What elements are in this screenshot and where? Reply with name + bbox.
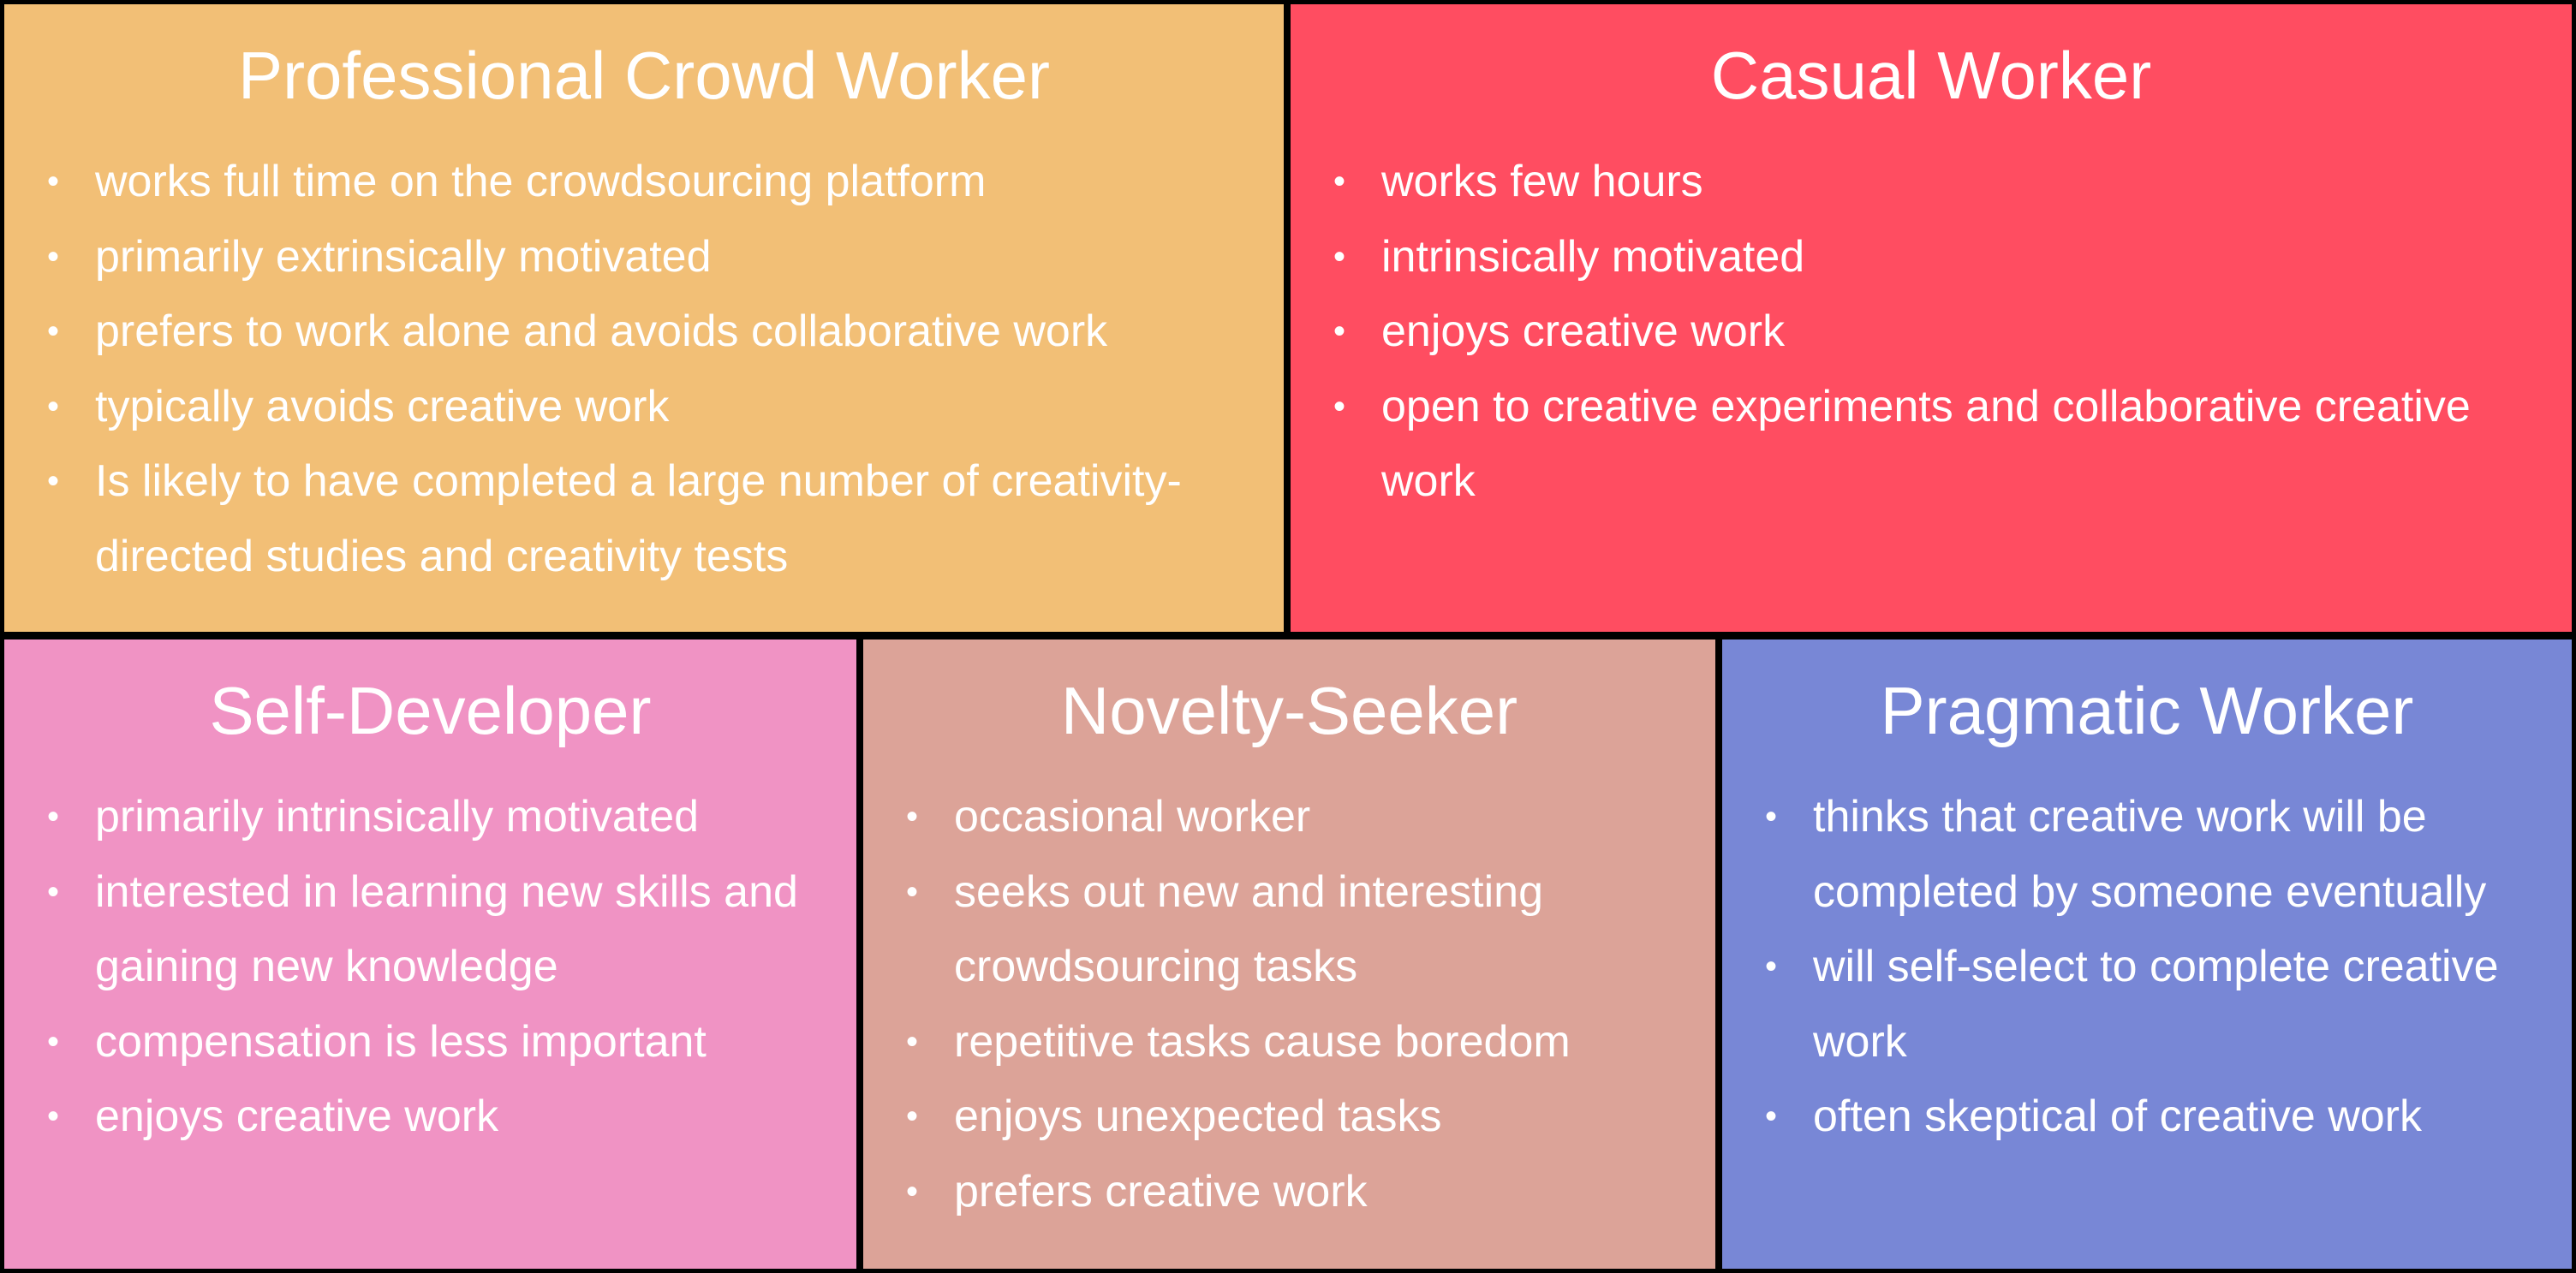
- list-item: • works full time on the crowdsourcing pl…: [47, 145, 1267, 220]
- bullet-list: • thinks that creative work will be compl…: [1765, 780, 2555, 1155]
- list-item-text: thinks that creative work will be comple…: [1813, 792, 2487, 917]
- list-item-text: primarily intrinsically motivated: [95, 792, 700, 842]
- list-item-text: compensation is less important: [95, 1016, 707, 1067]
- bullet-icon: •: [47, 1022, 60, 1061]
- list-item-text: seeks out new and interesting crowdsourc…: [954, 866, 1543, 992]
- list-item: • primarily intrinsically motivated: [47, 780, 839, 855]
- bullet-list: • primarily intrinsically motivated • inte…: [47, 780, 839, 1155]
- list-item-text: enjoys unexpected tasks: [954, 1092, 1442, 1141]
- bullet-list: • works few hours • intrinsically motivate…: [1333, 145, 2555, 520]
- list-item: • enjoys creative work: [1333, 294, 2555, 370]
- bullet-icon: •: [47, 163, 60, 200]
- panel-professional-crowd-worker: Professional Crowd Worker • works full ti…: [4, 4, 1284, 632]
- list-item: • Is likely to have completed a large num…: [47, 444, 1267, 594]
- bullet-icon: •: [47, 798, 60, 836]
- bullet-icon: •: [47, 387, 60, 425]
- panel-casual-worker: Casual Worker • works few hours • intrinsi…: [1291, 4, 2572, 632]
- bullet-list: • works full time on the crowdsourcing pl…: [47, 145, 1267, 594]
- list-item: • enjoys creative work: [47, 1080, 839, 1155]
- list-item: • interested in learning new skills and g…: [47, 855, 839, 1005]
- list-item-text: prefers creative work: [954, 1166, 1368, 1216]
- bullet-icon: •: [47, 312, 60, 350]
- list-item: • thinks that creative work will be compl…: [1765, 780, 2555, 930]
- bullet-icon: •: [1765, 798, 1778, 836]
- list-item-text: occasional worker: [954, 792, 1311, 842]
- bullet-icon: •: [1333, 237, 1346, 276]
- panel-novelty-seeker: Novelty-Seeker • occasional worker • seeks…: [863, 639, 1715, 1269]
- bullet-icon: •: [1765, 1098, 1778, 1135]
- list-item: • often skeptical of creative work: [1765, 1080, 2555, 1155]
- list-item: • compensation is less important: [47, 1005, 839, 1080]
- list-item-text: typically avoids creative work: [95, 381, 670, 431]
- list-item: • typically avoids creative work: [47, 370, 1267, 445]
- list-item-text: interested in learning new skills and ga…: [95, 866, 798, 992]
- panel-title: Self-Developer: [209, 673, 652, 748]
- bullet-icon: •: [906, 1022, 919, 1061]
- panel-title: Professional Crowd Worker: [238, 38, 1050, 113]
- list-item: • open to creative experiments and collab…: [1333, 370, 2555, 520]
- bullet-icon: •: [906, 1172, 919, 1211]
- bullet-icon: •: [47, 872, 60, 911]
- list-item: • seeks out new and interesting crowdsour…: [906, 855, 1698, 1005]
- panel-self-developer: Self-Developer • primarily intrinsically …: [4, 639, 856, 1269]
- bullet-icon: •: [47, 237, 60, 276]
- list-item: • will self-select to complete creative w…: [1765, 930, 2555, 1080]
- panel-title: Pragmatic Worker: [1880, 673, 2414, 748]
- bullet-icon: •: [47, 1098, 60, 1135]
- bullet-icon: •: [906, 798, 919, 836]
- list-item: • works few hours: [1333, 145, 2555, 220]
- list-item: • primarily extrinsically motivated: [47, 220, 1267, 295]
- list-item: • occasional worker: [906, 780, 1698, 855]
- bullet-icon: •: [1333, 312, 1346, 350]
- list-item: • prefers creative work: [906, 1155, 1698, 1230]
- list-item-text: primarily extrinsically motivated: [95, 231, 712, 282]
- list-item-text: enjoys creative work: [95, 1092, 499, 1141]
- list-item-text: intrinsically motivated: [1381, 231, 1805, 282]
- list-item-text: will self-select to complete creative wo…: [1813, 942, 2499, 1067]
- bullet-list: • occasional worker • seeks out new and in…: [906, 780, 1698, 1229]
- bullet-icon: •: [906, 1098, 919, 1135]
- bullet-icon: •: [1333, 387, 1346, 425]
- panel-pragmatic-worker: Pragmatic Worker • thinks that creative w…: [1722, 639, 2572, 1269]
- panel-title: Novelty-Seeker: [1060, 673, 1518, 748]
- list-item-text: enjoys creative work: [1381, 306, 1786, 356]
- list-item-text: open to creative experiments and collabo…: [1381, 381, 2471, 507]
- list-item: • prefers to work alone and avoids collab…: [47, 294, 1267, 370]
- list-item: • repetitive tasks cause boredom: [906, 1005, 1698, 1080]
- list-item-text: prefers to work alone and avoids collabo…: [95, 306, 1108, 356]
- bullet-icon: •: [1333, 163, 1346, 200]
- bullet-icon: •: [906, 872, 919, 911]
- list-item: • intrinsically motivated: [1333, 220, 2555, 295]
- bullet-icon: •: [1765, 948, 1778, 985]
- list-item-text: works few hours: [1381, 157, 1703, 206]
- bullet-icon: •: [47, 462, 60, 500]
- list-item-text: Is likely to have completed a large numb…: [95, 456, 1182, 581]
- list-item-text: often skeptical of creative work: [1813, 1092, 2422, 1141]
- list-item: • enjoys unexpected tasks: [906, 1080, 1698, 1155]
- list-item-text: works full time on the crowdsourcing pla…: [95, 157, 987, 206]
- list-item-text: repetitive tasks cause boredom: [954, 1016, 1571, 1067]
- panel-title: Casual Worker: [1710, 38, 2152, 113]
